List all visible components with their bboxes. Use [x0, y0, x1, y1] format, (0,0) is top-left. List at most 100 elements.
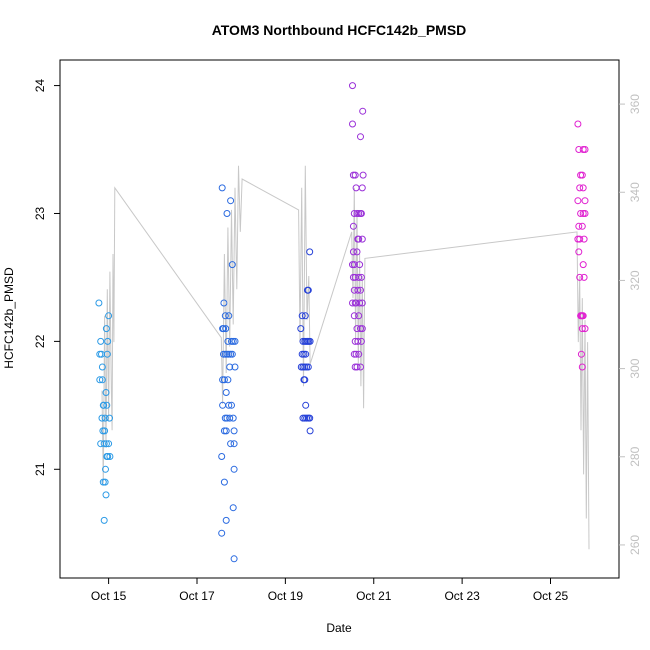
chart-title: ATOM3 Northbound HCFC142b_PMSD: [212, 22, 467, 38]
data-point-s1-44: [230, 555, 238, 563]
data-point-s1-35: [230, 427, 238, 435]
data-point-s3-3: [357, 133, 364, 141]
data-point-s3-35: [350, 312, 358, 320]
data-point-s0-17: [102, 491, 110, 499]
x-tick-label-5: Oct 25: [533, 589, 569, 603]
data-point-s1-8: [220, 325, 227, 333]
data-point-s1-6: [225, 312, 233, 320]
x-axis: Oct 15 Oct 17 Oct 19 Oct 21 Oct 23 Oct 25: [91, 578, 569, 603]
data-point-s0-18: [100, 516, 108, 524]
data-point-s3-39: [358, 325, 366, 333]
data-point-s3-8: [358, 184, 366, 192]
data-point-s0-29: [106, 453, 114, 460]
data-point-s0-25: [103, 350, 111, 358]
data-point-s2-4: [301, 312, 309, 320]
data-point-s3-33: [356, 299, 364, 307]
data-point-s2-5: [297, 325, 305, 333]
data-point-s1-0: [218, 184, 226, 192]
data-point-s0-22: [106, 414, 113, 422]
data-point-s1-10: [224, 337, 232, 345]
data-point-s4-20: [580, 273, 588, 281]
x-tick-label-4: Oct 23: [444, 589, 480, 603]
data-point-s1-32: [229, 414, 237, 422]
y-axis-label: HCFC142b_PMSD: [2, 267, 16, 369]
data-point-s3-30: [349, 299, 356, 307]
data-point-s3-21: [350, 261, 358, 269]
data-point-s4-6: [576, 184, 584, 192]
data-point-s1-40: [220, 478, 228, 486]
data-points: [95, 82, 589, 563]
data-point-s4-5: [578, 171, 586, 179]
data-point-s4-29: [578, 363, 586, 371]
data-point-s4-25: [579, 312, 587, 320]
y-tick-label-3: 24: [33, 79, 47, 93]
data-point-s1-28: [228, 401, 235, 409]
data-point-s1-25: [222, 389, 230, 396]
data-point-s1-43: [218, 529, 226, 537]
data-point-s3-18: [349, 248, 357, 256]
data-point-s3-14: [349, 222, 357, 230]
data-point-s1-22: [224, 376, 232, 384]
data-point-s0-20: [104, 453, 112, 460]
data-point-s3-22: [356, 261, 364, 269]
data-point-s4-27: [581, 325, 589, 333]
altitude-trace: [101, 165, 590, 550]
data-point-s1-42: [222, 516, 230, 524]
data-point-s0-31: [102, 465, 109, 473]
data-point-s4-21: [579, 261, 587, 269]
data-point-s1-4: [220, 299, 228, 307]
data-point-s2-28: [306, 427, 314, 435]
data-point-s3-41: [354, 337, 362, 345]
altitude-trace-line: [101, 165, 590, 550]
y-axis-left: 21 22 23 24: [33, 79, 60, 476]
data-point-s2-0: [306, 248, 314, 256]
data-point-s3-13: [357, 210, 365, 217]
x-tick-label-0: Oct 15: [91, 589, 127, 603]
data-point-s2-22: [302, 401, 310, 409]
x-axis-label: Date: [326, 621, 352, 635]
data-point-s3-5: [351, 171, 359, 179]
data-point-s3-0: [349, 82, 356, 90]
data-point-s3-36: [355, 312, 363, 320]
data-point-s0-14: [101, 427, 109, 435]
data-point-s2-2: [304, 286, 312, 294]
data-point-s3-17: [358, 235, 366, 243]
data-point-s1-34: [222, 427, 230, 435]
data-point-s3-29: [357, 286, 364, 294]
data-point-s4-7: [579, 184, 587, 192]
data-point-s1-31: [226, 414, 234, 422]
data-point-s3-45: [355, 350, 363, 358]
data-point-s3-1: [349, 120, 356, 128]
data-point-s4-10: [577, 210, 585, 217]
y2-tick-label-3: 320: [628, 270, 642, 290]
data-point-s0-27: [105, 312, 113, 320]
data-point-s3-16: [355, 235, 363, 243]
data-point-s1-21: [220, 376, 228, 384]
data-point-s4-3: [581, 146, 589, 153]
data-point-s0-21: [102, 440, 110, 448]
data-point-s4-8: [574, 197, 582, 205]
data-point-s4-14: [578, 222, 586, 230]
data-point-s2-21: [301, 376, 309, 384]
data-point-s2-19: [304, 363, 312, 371]
data-point-s0-11: [101, 414, 109, 422]
data-point-s1-23: [226, 363, 234, 371]
data-point-s2-3: [298, 312, 306, 320]
y-axis-right: 260 280 300 320 340 360: [619, 94, 642, 555]
data-point-s1-19: [228, 350, 236, 358]
y2-tick-label-0: 260: [628, 535, 642, 555]
data-point-s1-37: [230, 440, 238, 448]
data-point-s1-38: [218, 453, 226, 460]
data-point-s2-14: [302, 350, 310, 358]
data-point-s4-26: [578, 325, 586, 333]
x-tick-label-3: Oct 21: [356, 589, 392, 603]
data-point-s0-3: [98, 376, 106, 384]
data-point-s0-12: [100, 401, 108, 409]
data-point-s4-17: [580, 235, 588, 243]
data-point-s4-0: [574, 120, 582, 128]
y2-tick-label-5: 360: [628, 94, 642, 114]
data-point-s4-19: [576, 273, 584, 281]
data-point-s4-18: [575, 248, 583, 256]
data-point-s3-44: [352, 350, 360, 358]
plot-frame: [59, 59, 620, 579]
